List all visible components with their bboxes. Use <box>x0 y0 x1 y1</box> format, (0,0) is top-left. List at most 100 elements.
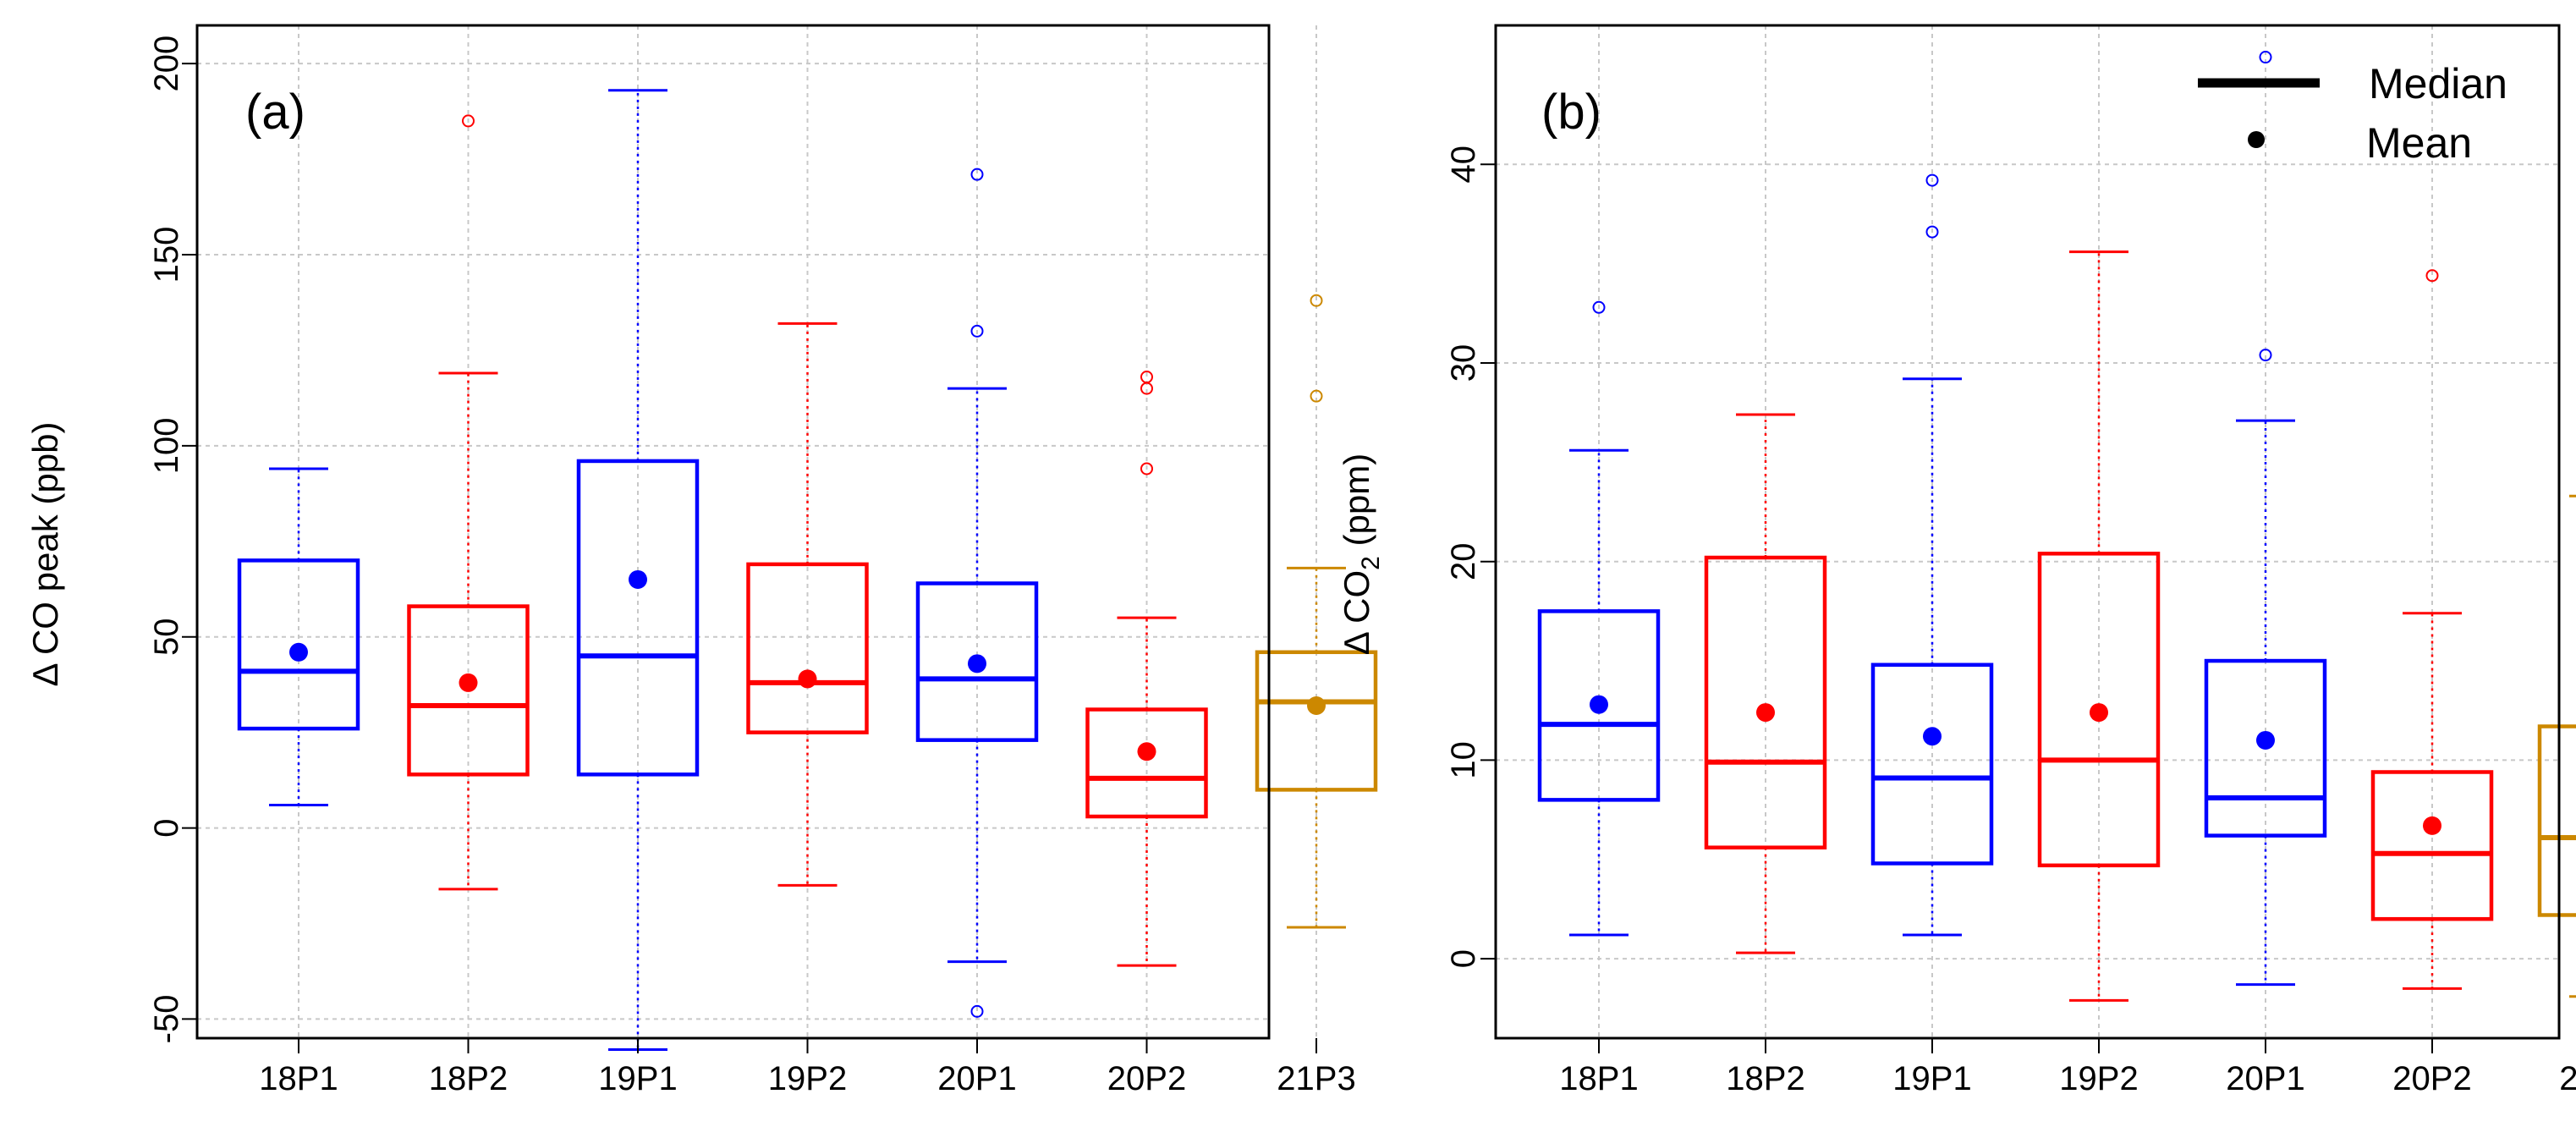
mean-point <box>1137 742 1156 761</box>
box-19P2 <box>2037 250 2161 1002</box>
box-19P2 <box>746 322 869 887</box>
box-19P1 <box>576 89 700 1052</box>
outlier-point <box>1925 225 1939 239</box>
box-18P2 <box>1704 413 1827 954</box>
mean-point <box>1923 727 1942 746</box>
x-tick-label: 20P1 <box>2226 1060 2304 1097</box>
x-tick-label: 19P1 <box>1892 1060 1971 1097</box>
x-tick-label: 21P3 <box>1277 1060 1355 1097</box>
mean-point <box>289 642 308 662</box>
panel-b-grid <box>1496 25 2559 1038</box>
iqr-box <box>746 562 869 734</box>
outlier-point <box>970 1004 984 1018</box>
x-tick-label: 19P2 <box>768 1060 847 1097</box>
panel-b-axes: 0 10 20 30 40 18P1 18P2 19P1 19P2 20P1 20P2 21P3 <box>1445 24 2576 1097</box>
outlier-point <box>1925 173 1939 187</box>
mean-point <box>1756 703 1775 723</box>
outlier-point <box>2425 269 2439 283</box>
plot-frame <box>1494 24 2561 1040</box>
outlier-point <box>970 324 984 338</box>
legend-median-label: Median <box>2369 60 2507 107</box>
panel-a-grid <box>197 25 1317 1038</box>
iqr-box <box>1537 609 1661 802</box>
iqr-box <box>1870 662 1994 866</box>
mean-point <box>798 669 817 689</box>
iqr-box <box>915 581 1039 742</box>
iqr-box <box>2037 552 2161 868</box>
mean-point <box>968 654 986 673</box>
iqr-box <box>407 604 530 777</box>
panel-b-y-axis-title-subscript: 2 <box>1357 556 1385 570</box>
outlier-point <box>2259 51 2272 64</box>
y-tick-label: 10 <box>1445 741 1482 779</box>
panel-b-y-axis-title-main: Δ CO <box>1337 570 1376 655</box>
mean-point <box>1307 696 1326 716</box>
box-20P2 <box>1085 371 1208 967</box>
x-tick-label: 18P2 <box>1726 1060 1804 1097</box>
box-18P1 <box>1537 300 1661 937</box>
legend-mean-label: Mean <box>2366 119 2472 167</box>
mean-point <box>1590 695 1608 714</box>
outlier-point <box>462 114 475 128</box>
y-tick-label: 0 <box>1445 949 1482 968</box>
iqr-box <box>1704 555 1827 849</box>
x-tick-label: 20P1 <box>937 1060 1016 1097</box>
iqr-box <box>1255 650 1378 792</box>
legend: Median Mean <box>2198 60 2507 167</box>
panel-a-axes: -50 0 50 100 150 200 18P1 18P2 19P1 19P2 20P1 20P2 2… <box>148 24 1356 1097</box>
iqr-box <box>576 459 700 777</box>
outlier-point <box>1310 294 1323 307</box>
legend-mean-swatch <box>2248 131 2265 148</box>
y-tick-label: 50 <box>148 618 185 656</box>
x-tick-label: 20P2 <box>1107 1060 1186 1097</box>
box-20P2 <box>2370 269 2494 990</box>
iqr-box <box>2370 770 2494 921</box>
panel-b-y-axis-title-unit: (ppm) <box>1337 454 1376 556</box>
box-19P1 <box>1870 173 1994 937</box>
box-20P1 <box>915 168 1039 1018</box>
mean-point <box>629 569 647 589</box>
x-tick-label: 19P2 <box>2059 1060 2138 1097</box>
box-21P3 <box>1255 294 1378 929</box>
iqr-box <box>237 558 360 731</box>
iqr-box <box>1085 707 1208 819</box>
y-tick-label: 200 <box>148 36 185 92</box>
outlier-point <box>1592 300 1606 314</box>
x-tick-label: 20P2 <box>2392 1060 2471 1097</box>
x-tick-label: 18P1 <box>1559 1060 1638 1097</box>
panel-a-label: (a) <box>245 85 305 140</box>
outlier-point <box>970 168 984 181</box>
x-tick-label: 18P2 <box>429 1060 508 1097</box>
mean-point <box>2090 703 2108 723</box>
y-tick-label: 30 <box>1445 344 1482 382</box>
box-18P2 <box>407 114 530 891</box>
panel-b-label: (b) <box>1541 85 1601 140</box>
x-tick-label: 19P1 <box>598 1060 677 1097</box>
mean-point <box>459 673 478 692</box>
panel-b-boxes <box>1537 51 2576 1002</box>
panel-b-co2: 0 10 20 30 40 18P1 18P2 19P1 19P2 20P1 20P2 21P3 (b… <box>1337 24 2576 1097</box>
outlier-point <box>2259 349 2272 362</box>
panel-b-y-axis-title: Δ CO2 (ppm) <box>1337 454 1385 655</box>
y-tick-label: 150 <box>148 227 185 283</box>
iqr-box <box>2537 724 2576 917</box>
panel-a-co-peak: -50 0 50 100 150 200 18P1 18P2 19P1 19P2 20P1 20P2 2… <box>25 24 1378 1097</box>
y-tick-label: 100 <box>148 417 185 474</box>
outlier-point <box>1310 389 1323 403</box>
y-tick-label: -50 <box>148 995 185 1044</box>
y-tick-label: 20 <box>1445 542 1482 580</box>
x-tick-label: 18P1 <box>259 1060 338 1097</box>
panel-a-y-axis-title: Δ CO peak (ppb) <box>25 422 65 687</box>
x-tick-label: 21P3 <box>2559 1060 2576 1097</box>
mean-point <box>2256 730 2275 750</box>
box-18P1 <box>237 467 360 806</box>
iqr-box <box>2204 658 2327 838</box>
panel-a-boxes <box>237 89 1378 1052</box>
y-tick-label: 40 <box>1445 146 1482 184</box>
outlier-point <box>1140 382 1153 395</box>
box-20P1 <box>2204 51 2327 987</box>
mean-point <box>2423 816 2441 835</box>
plot-frame <box>195 24 1271 1040</box>
y-tick-label: 0 <box>148 818 185 837</box>
